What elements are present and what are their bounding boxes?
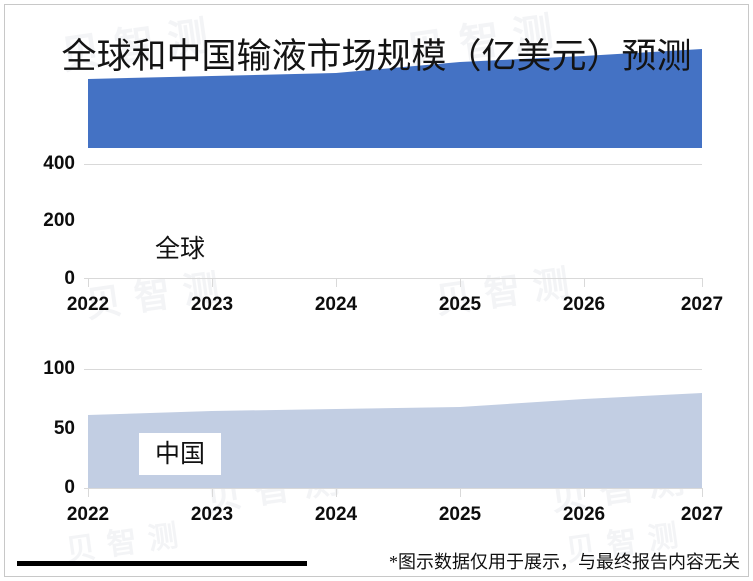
page-title: 全球和中国输液市场规模（亿美元）预测 bbox=[61, 37, 692, 76]
footer-divider bbox=[17, 561, 307, 566]
xtick-mark bbox=[212, 488, 213, 497]
xtick-mark bbox=[336, 278, 337, 287]
xtick-mark bbox=[584, 488, 585, 497]
chart-frame: 贝 智 测 贝 智 测 贝 智 测 贝 智 测 贝 智 测 贝 智 测 贝 智 … bbox=[4, 4, 749, 577]
xtick-label-2023: 2023 bbox=[190, 294, 234, 315]
ytick-label-top-400: 400 bbox=[43, 153, 75, 174]
xtick-mark bbox=[336, 488, 337, 497]
series-label-global: 全球 bbox=[139, 228, 221, 270]
ytick-label-top-0: 0 bbox=[64, 268, 75, 289]
xtick-mark bbox=[702, 278, 703, 287]
xtick-mark bbox=[212, 278, 213, 287]
xtick-mark bbox=[88, 278, 89, 287]
area-series-china bbox=[88, 393, 702, 488]
xtick-label-2026: 2026 bbox=[562, 504, 606, 525]
footer-note: *图示数据仅用于展示，与最终报告内容无关 bbox=[389, 552, 740, 572]
ytick-label-top-200: 200 bbox=[43, 210, 75, 231]
xtick-mark bbox=[460, 278, 461, 287]
xtick-label-2024: 2024 bbox=[314, 504, 358, 525]
series-label-china: 中国 bbox=[139, 433, 221, 475]
area-series-global bbox=[88, 49, 702, 148]
xtick-label-2026: 2026 bbox=[562, 294, 606, 315]
xtick-mark bbox=[88, 488, 89, 497]
xtick-mark bbox=[584, 278, 585, 287]
gridline-100 bbox=[84, 369, 702, 370]
xtick-label-2027: 2027 bbox=[680, 504, 724, 525]
gridline-400 bbox=[84, 164, 702, 165]
ytick-label-bottom-50: 50 bbox=[53, 418, 75, 439]
axis-baseline-top bbox=[84, 278, 702, 279]
xtick-label-2025: 2025 bbox=[438, 294, 482, 315]
xtick-label-2023: 2023 bbox=[190, 504, 234, 525]
xtick-mark bbox=[702, 488, 703, 497]
xtick-label-2025: 2025 bbox=[438, 504, 482, 525]
xtick-label-2027: 2027 bbox=[680, 294, 724, 315]
xtick-label-2024: 2024 bbox=[314, 294, 358, 315]
axis-baseline-bottom bbox=[84, 488, 702, 489]
ytick-label-bottom-0: 0 bbox=[64, 477, 75, 498]
xtick-label-2022: 2022 bbox=[66, 504, 110, 525]
xtick-label-2022: 2022 bbox=[66, 294, 110, 315]
xtick-mark bbox=[460, 488, 461, 497]
ytick-label-bottom-100: 100 bbox=[43, 358, 75, 379]
